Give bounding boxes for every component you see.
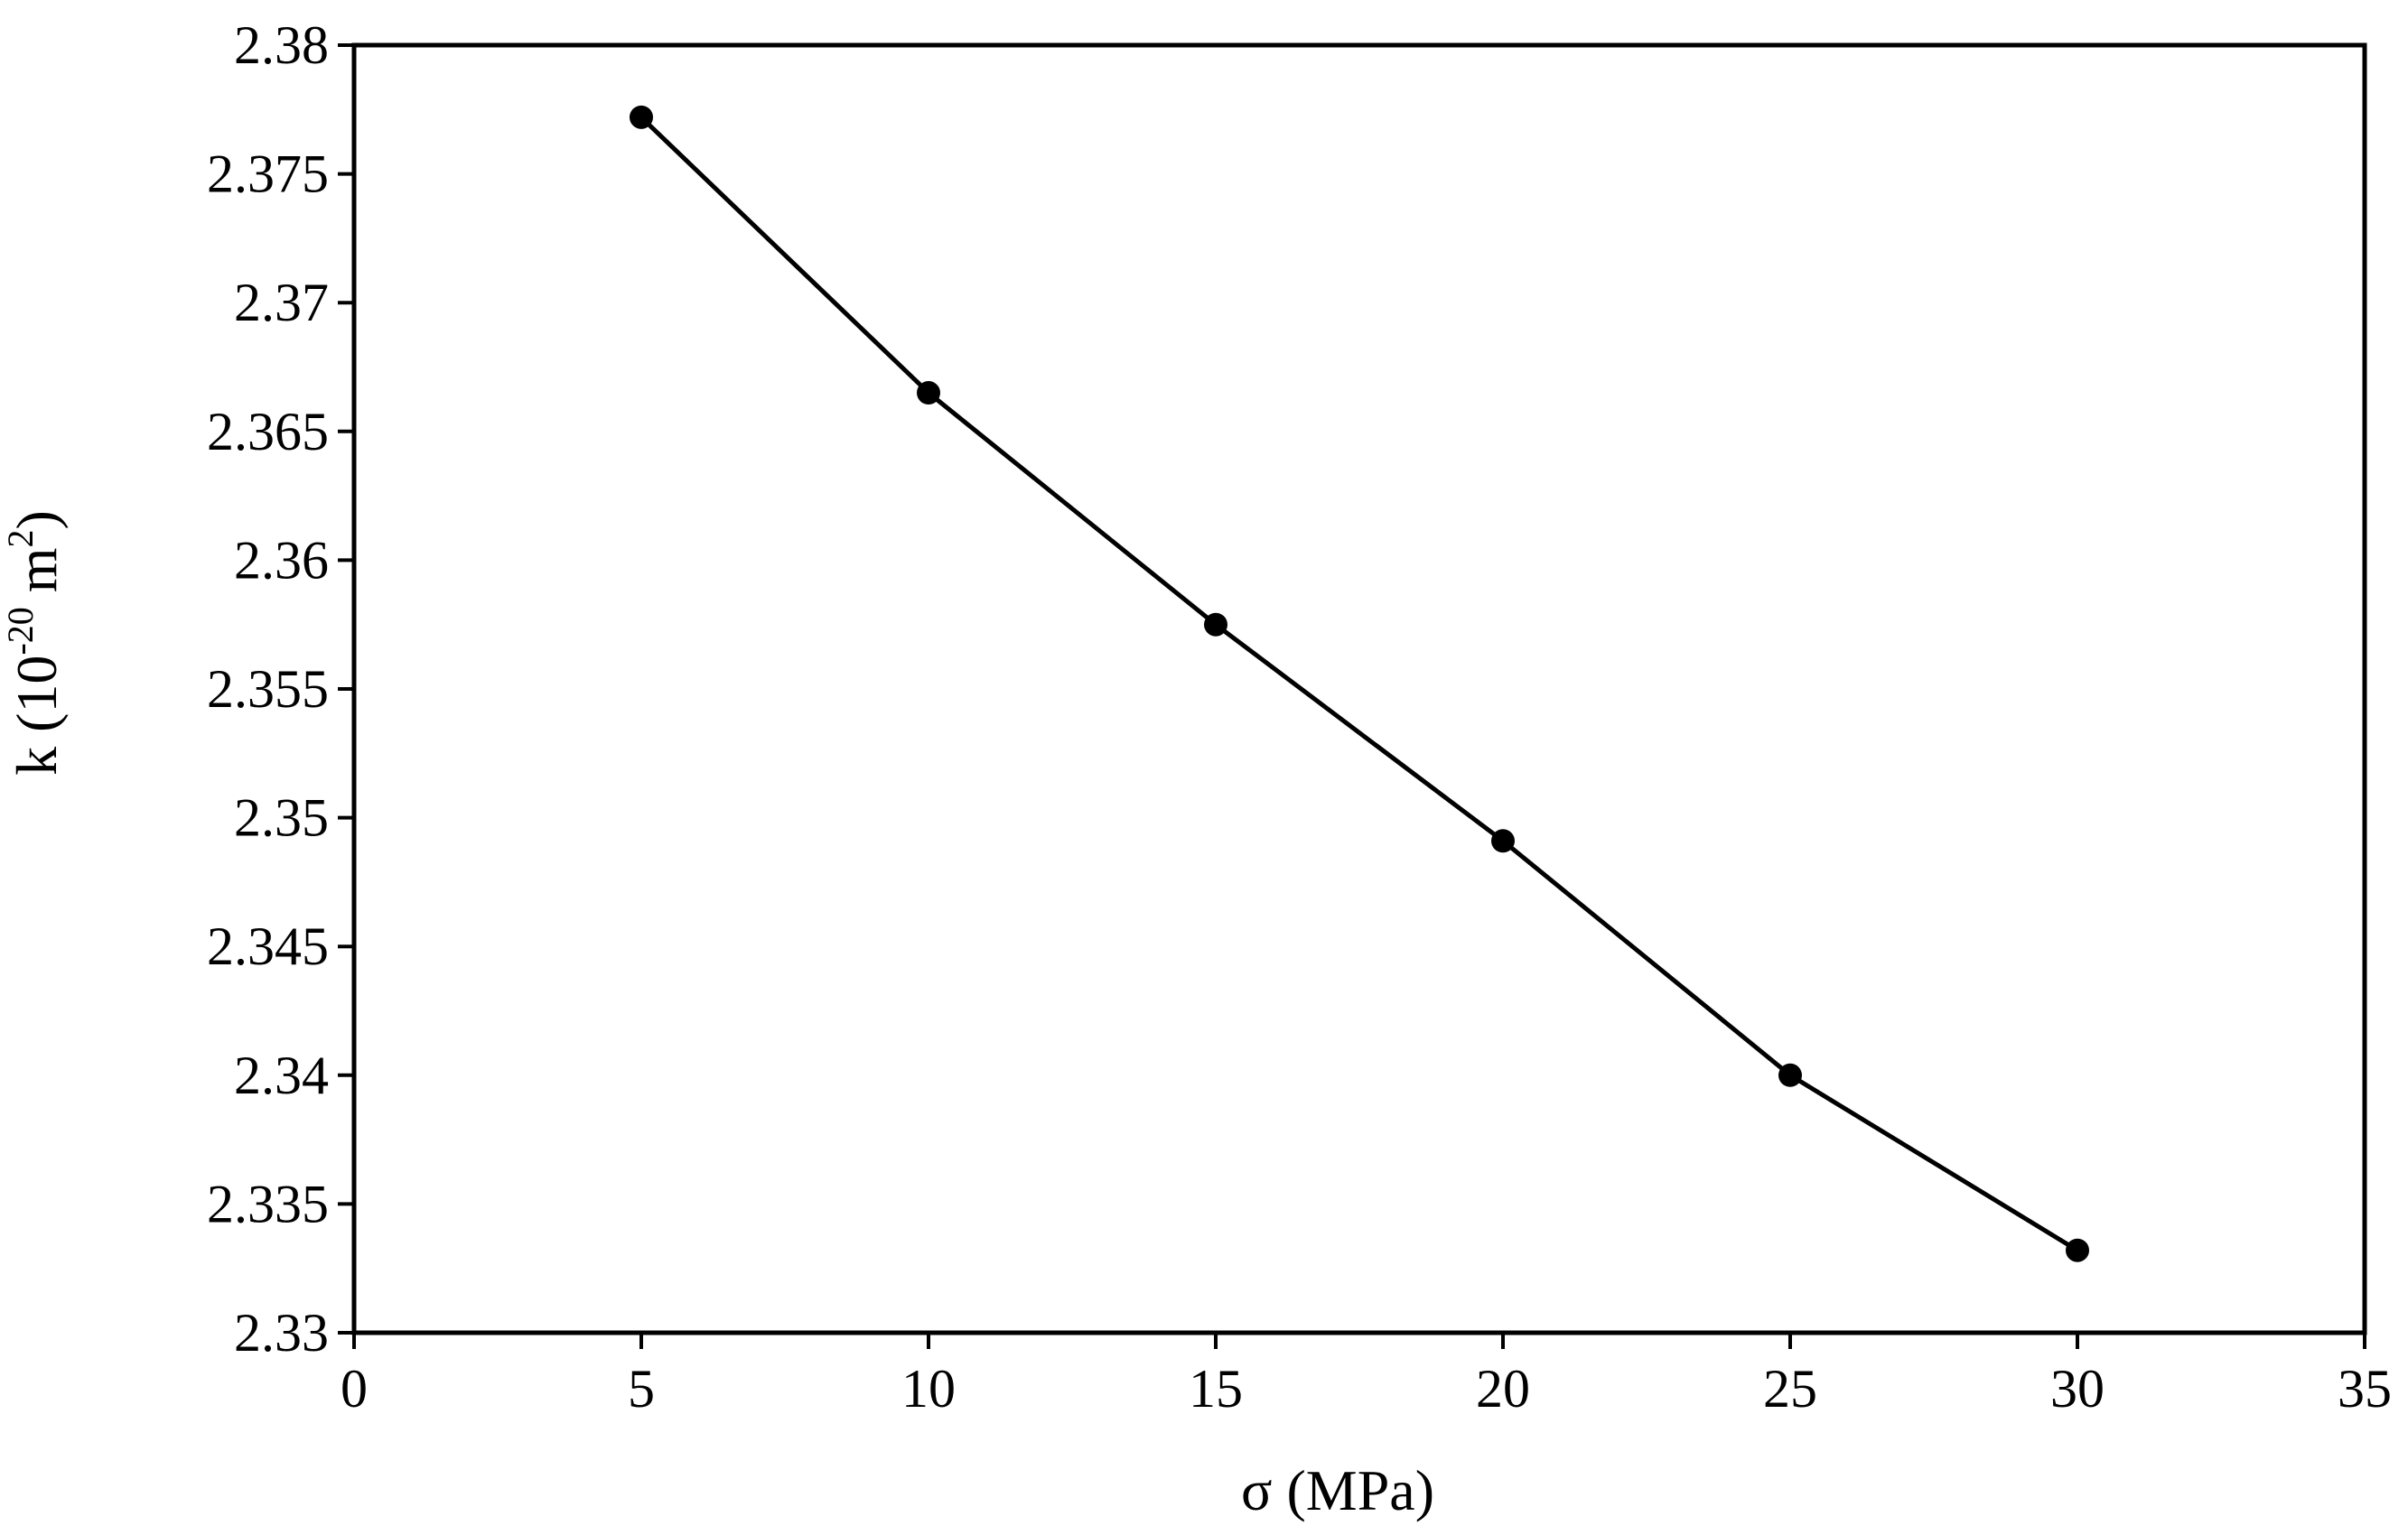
x-tick-label: 30: [2050, 1359, 2105, 1419]
y-tick-label: 2.335: [207, 1174, 329, 1233]
y-axis-title-prefix: k (10: [5, 656, 69, 776]
series-line: [639, 116, 2079, 1252]
data-point: [1778, 1063, 1802, 1087]
data-point: [2066, 1238, 2089, 1262]
data-point: [1491, 829, 1515, 853]
plot-layer: 2.33 2.335 2.34 2.345 2.35 2.355 2.36 2.365 2.37…: [207, 15, 2392, 1419]
y-axis-title-exponent: -20: [0, 607, 41, 655]
data-point: [630, 105, 653, 129]
y-tick-label: 2.35: [234, 788, 329, 848]
y-axis-title-unit-exponent: 2: [0, 529, 41, 547]
y-tick-label: 2.37: [234, 273, 329, 332]
y-tick-label: 2.375: [207, 144, 329, 204]
y-axis-title: k (10-20 m2): [0, 510, 69, 776]
x-tick-label: 15: [1189, 1359, 1243, 1419]
y-tick-label: 2.38: [234, 15, 329, 75]
x-tick-label: 20: [1476, 1359, 1530, 1419]
y-axis-title-unit: m: [5, 547, 69, 607]
plot-frame: [351, 42, 2367, 1335]
x-tick-label: 0: [341, 1359, 368, 1419]
data-point: [1204, 612, 1227, 637]
x-tick-label: 5: [628, 1359, 655, 1419]
data-point: [917, 381, 940, 405]
x-axis-title: σ (MPa): [1241, 1458, 1434, 1522]
x-tick-label: 10: [901, 1359, 956, 1419]
y-tick-label: 2.365: [207, 402, 329, 461]
y-tick-label: 2.33: [234, 1303, 329, 1363]
y-tick-label: 2.345: [207, 916, 329, 976]
y-tick-label: 2.36: [234, 530, 329, 590]
x-tick-label: 25: [1763, 1359, 1817, 1419]
y-tick-label: 2.34: [234, 1046, 329, 1105]
x-tick-label: 35: [2338, 1359, 2392, 1419]
y-tick-label: 2.355: [207, 659, 329, 719]
y-axis-title-suffix: ): [5, 510, 69, 529]
